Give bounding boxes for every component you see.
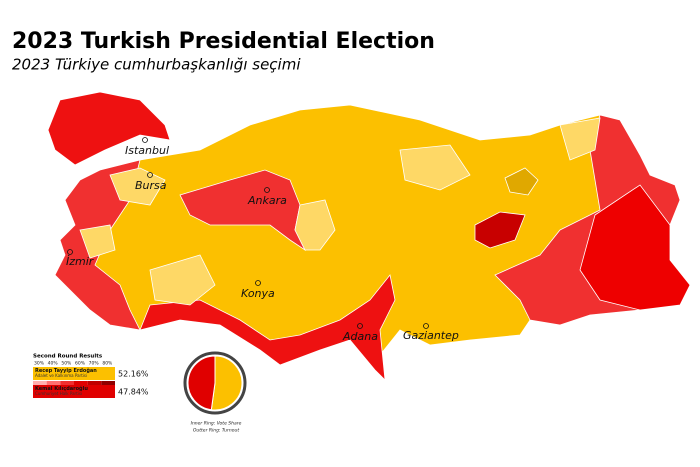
pie-slice xyxy=(187,355,216,411)
legend: Second Round Results 30% 40% 50% 60% 70% 80% R… xyxy=(33,354,149,398)
scale-swatch xyxy=(46,381,61,383)
legend-swatch xyxy=(33,367,115,380)
scale-swatch xyxy=(87,383,102,385)
region xyxy=(504,167,539,196)
scale-label: 40% xyxy=(48,361,59,367)
turkey-map xyxy=(47,91,691,382)
scale-swatch xyxy=(60,383,74,385)
region xyxy=(559,117,601,161)
region xyxy=(294,199,336,251)
scale-label: 30% xyxy=(34,361,45,367)
region xyxy=(579,184,691,311)
scale-swatch xyxy=(60,381,74,383)
legend-title: Second Round Results xyxy=(33,354,103,360)
pie xyxy=(183,351,247,415)
scale-swatch xyxy=(74,383,88,385)
city-label: Ankara xyxy=(247,194,287,207)
party-name: Cumhuriyet Halk Partisi xyxy=(35,391,82,396)
city-label: Bursa xyxy=(135,179,167,192)
region xyxy=(47,91,171,166)
candidate-name: Recep Tayyip Erdoğan xyxy=(35,368,97,374)
scale-swatch xyxy=(101,381,115,383)
pie-note: Outter Ring: Turnout xyxy=(193,428,239,434)
party-name: Adalet ve Kalkınma Partisi xyxy=(35,373,87,378)
turnout-ring xyxy=(183,351,247,415)
scale-swatch xyxy=(33,383,47,385)
scale-label: 60% xyxy=(75,361,86,367)
city-label: İzmir xyxy=(66,255,95,268)
candidate-name: Kemal Kılıçdaroğlu xyxy=(35,386,88,392)
region xyxy=(79,224,116,259)
region xyxy=(149,254,216,306)
region xyxy=(399,144,471,191)
scale-label: 70% xyxy=(89,361,100,367)
scale-swatch xyxy=(87,381,102,383)
pie-slice xyxy=(210,355,243,411)
region xyxy=(474,211,526,249)
scale-label: 80% xyxy=(102,361,113,367)
scale-swatch xyxy=(33,381,47,383)
scale-swatch xyxy=(46,383,61,385)
scale-label: 50% xyxy=(61,361,72,367)
city-label: Gaziantep xyxy=(403,329,459,342)
legend-swatch xyxy=(33,385,115,398)
scale-swatch xyxy=(101,383,115,385)
pie-note: Inner Ring: Vote Share xyxy=(191,421,242,427)
subtitle: 2023 Türkiye cumhurbaşkanlığı seçimi xyxy=(12,56,301,74)
city-label: Adana xyxy=(342,330,378,343)
city-label: Istanbul xyxy=(125,144,169,157)
share-label: 47.84% xyxy=(118,388,149,397)
share-label: 52.16% xyxy=(118,370,149,379)
region xyxy=(139,274,396,382)
title: 2023 Turkish Presidential Election xyxy=(12,29,435,54)
city-markers xyxy=(67,137,429,329)
city-label: Konya xyxy=(241,287,275,300)
scale-swatch xyxy=(74,381,88,383)
